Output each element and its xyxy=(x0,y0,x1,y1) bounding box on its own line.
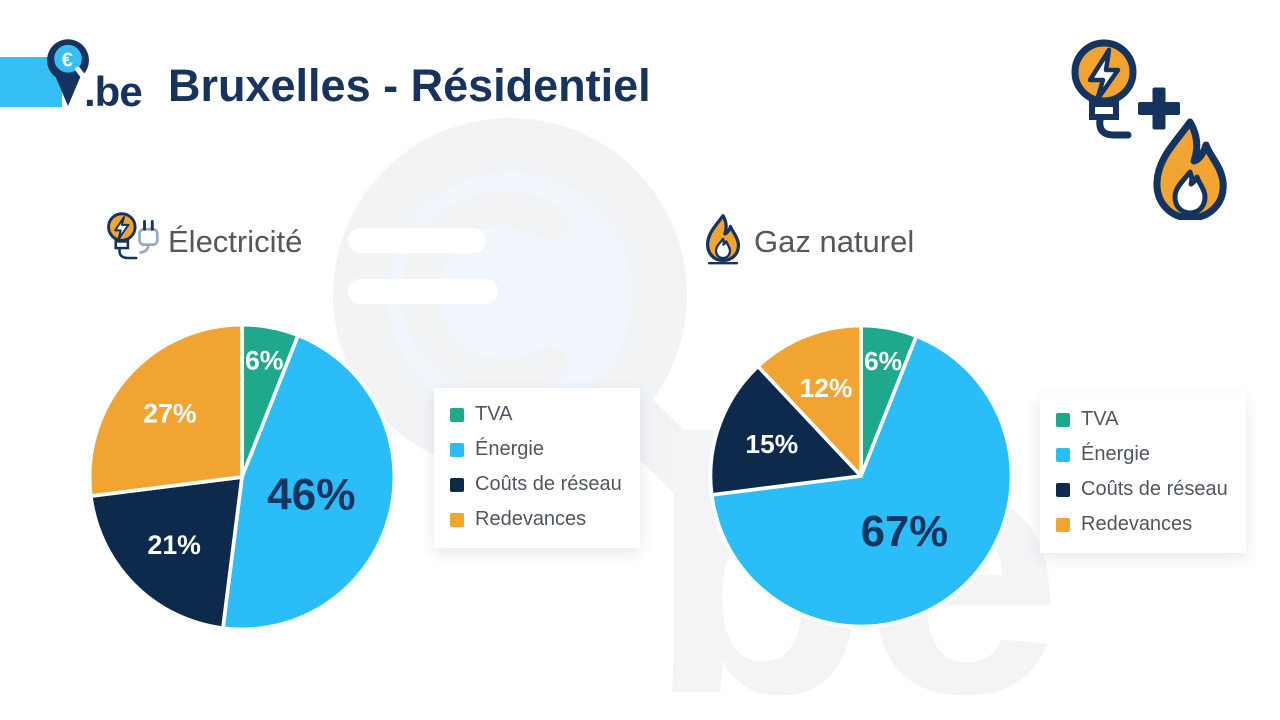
legend-item-label: TVA xyxy=(475,403,513,425)
legend-item-label: Redevances xyxy=(475,508,587,530)
electricity-pie-chart: 6% 46% 21% 27% xyxy=(82,317,402,637)
electricity-plus-gas-icon xyxy=(1071,39,1227,220)
pie-slice-Redevances xyxy=(87,322,244,498)
legend-swatch xyxy=(450,477,464,492)
pie-slice-label: 15% xyxy=(745,429,798,459)
legend-item-label: Coûts de réseau xyxy=(1081,478,1228,500)
pie-slice-label: 6% xyxy=(245,345,284,375)
legend-item: Énergie xyxy=(1056,443,1228,466)
legend-swatch xyxy=(1056,412,1070,427)
legend-swatch xyxy=(450,407,464,422)
legend-item-label: Énergie xyxy=(1081,443,1150,465)
section-title-electricity: Électricité xyxy=(168,224,303,259)
legend-item: Coûts de réseau xyxy=(450,473,622,496)
pie-slice-label: 12% xyxy=(800,373,853,403)
electricity-bulb-plug-icon xyxy=(107,212,159,260)
section-title-gas: Gaz naturel xyxy=(754,224,915,259)
legend-item-label: Énergie xyxy=(475,438,544,460)
gas-flame-icon xyxy=(706,214,740,265)
legend-item-label: Coûts de réseau xyxy=(475,473,622,495)
gas-legend: TVA Énergie Coûts de réseau Redevances xyxy=(1040,393,1246,553)
pie-slice-label: 21% xyxy=(148,530,201,560)
pie-slice-Redevances xyxy=(756,323,863,478)
logo-be-text: .be xyxy=(84,68,143,115)
legend-item: TVA xyxy=(450,403,622,426)
page-title: Bruxelles - Résidentiel xyxy=(168,60,651,111)
pie-slice-Énergie xyxy=(709,334,1014,629)
legend-item: Redevances xyxy=(1056,513,1228,536)
pie-slice-label: 6% xyxy=(864,346,902,376)
pie-slice-Coûts de réseau xyxy=(88,475,244,631)
gas-pie-chart: 6% 67% 15%12% xyxy=(703,318,1019,634)
legend-item-label: Redevances xyxy=(1081,513,1193,535)
legend-item: TVA xyxy=(1056,408,1228,431)
legend-item: Coûts de réseau xyxy=(1056,478,1228,501)
legend-item: Énergie xyxy=(450,438,622,461)
legend-swatch xyxy=(1056,482,1070,497)
legend-swatch xyxy=(450,442,464,457)
svg-text:€: € xyxy=(62,49,73,71)
legend-item: Redevances xyxy=(450,508,622,531)
legend-swatch xyxy=(1056,517,1070,532)
legend-swatch xyxy=(450,512,464,527)
pie-slice-label: 67% xyxy=(861,508,948,556)
pie-slice-label: 27% xyxy=(143,398,196,428)
pie-slice-label: 46% xyxy=(267,470,355,519)
electricity-legend: TVA Énergie Coûts de réseau Redevances xyxy=(434,388,640,548)
legend-swatch xyxy=(1056,447,1070,462)
euro-pin-logo-icon: € xyxy=(47,39,89,106)
legend-item-label: TVA xyxy=(1081,408,1119,430)
